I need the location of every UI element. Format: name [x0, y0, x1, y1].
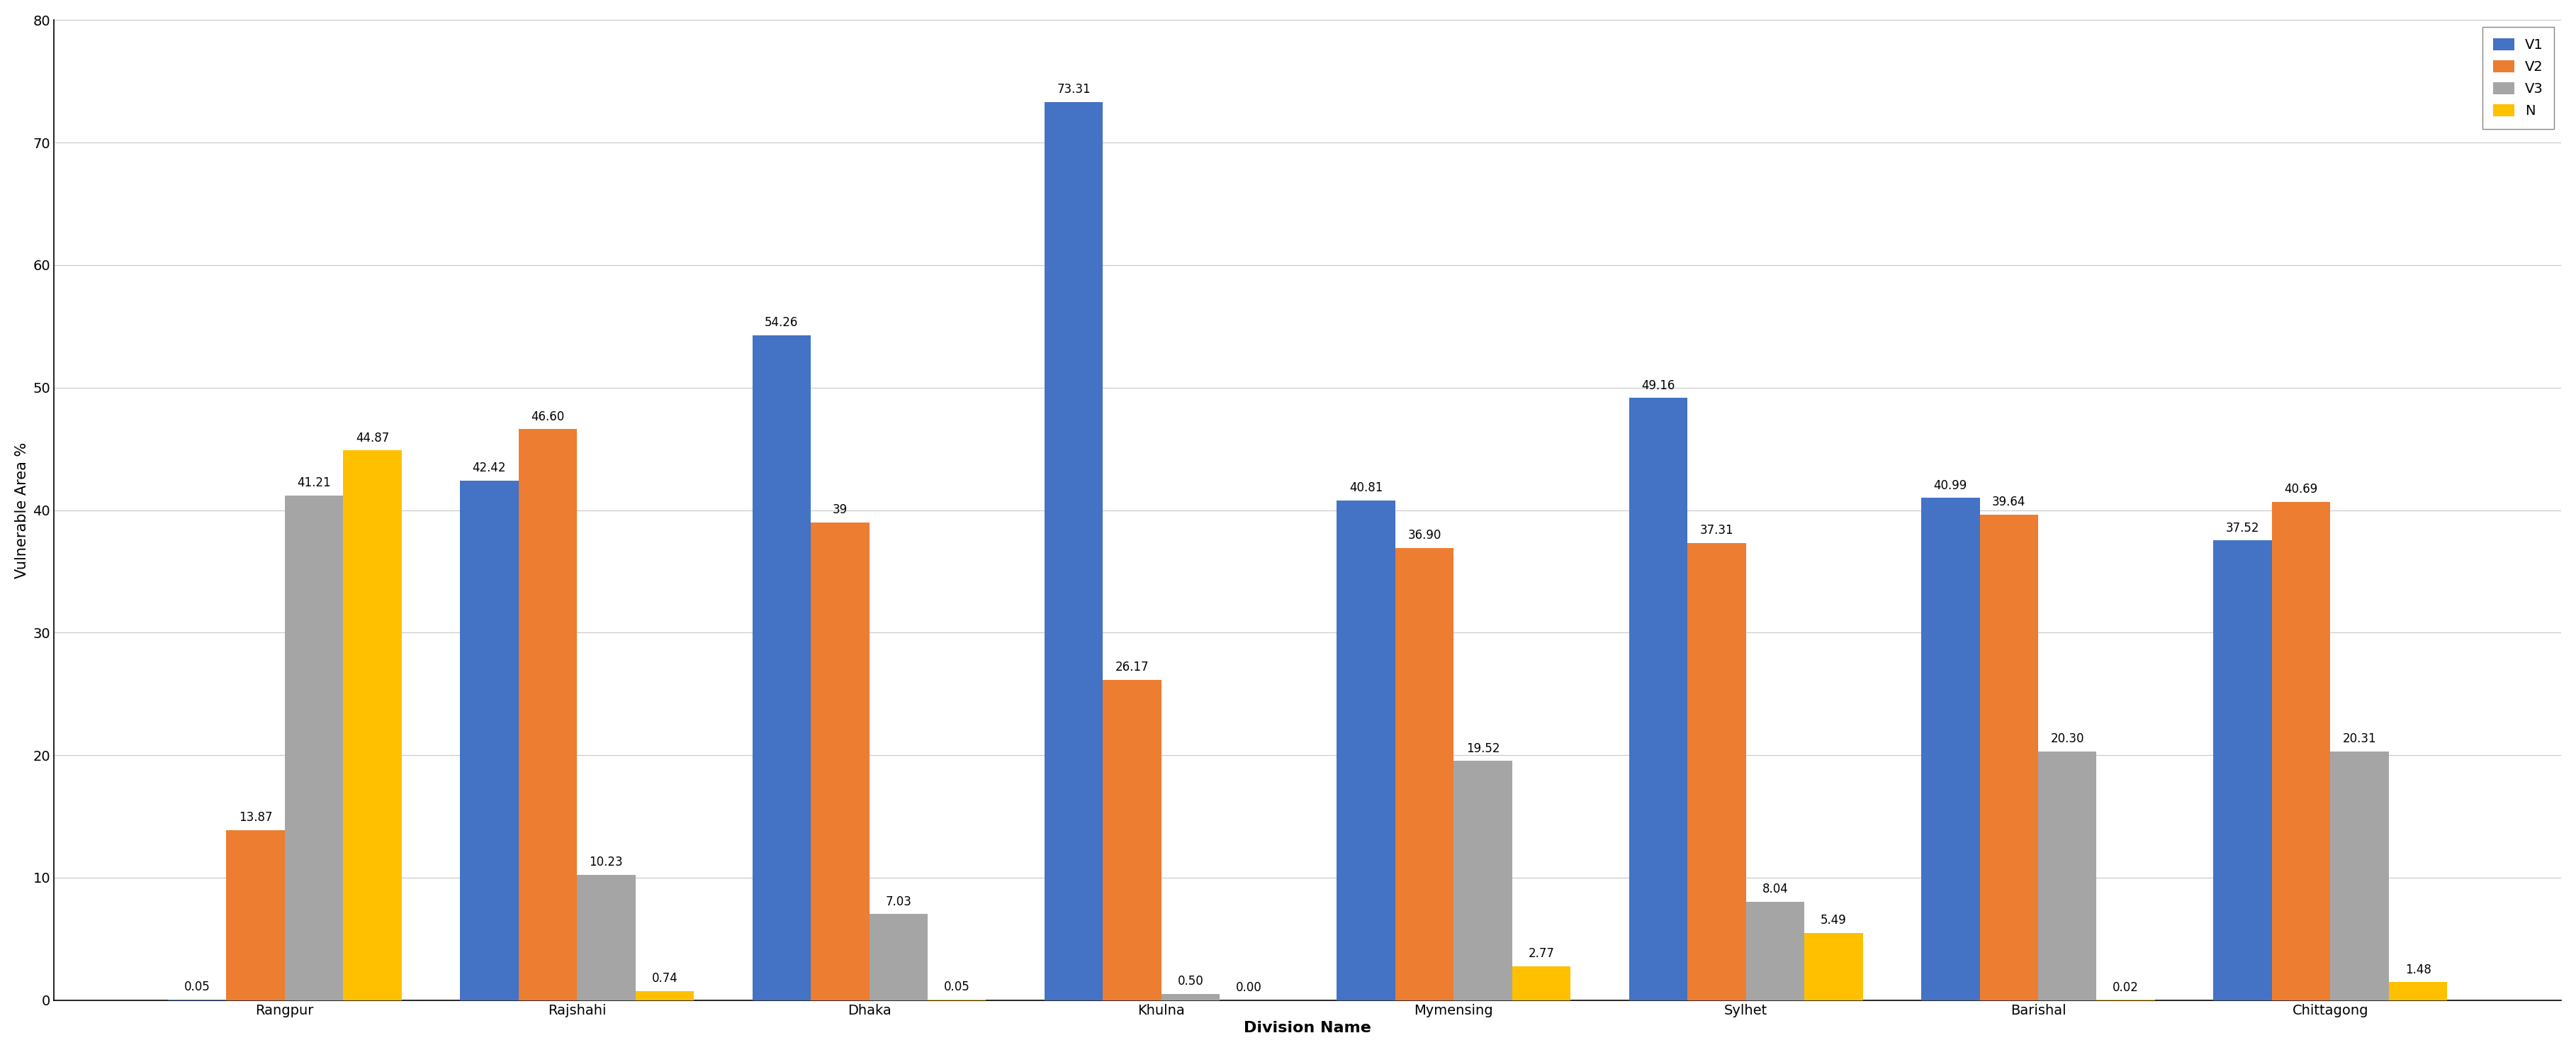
Bar: [1922, 498, 1981, 1001]
Bar: [286, 496, 343, 1001]
Text: 20.30: 20.30: [2050, 733, 2084, 745]
Text: 20.31: 20.31: [2342, 733, 2378, 745]
Text: 10.23: 10.23: [590, 856, 623, 868]
Bar: [2213, 541, 2272, 1001]
Text: 19.52: 19.52: [1466, 742, 1499, 755]
X-axis label: Division Name: Division Name: [1244, 1021, 1370, 1035]
Bar: [1453, 761, 1512, 1001]
Bar: [752, 335, 811, 1001]
Bar: [1043, 102, 1103, 1001]
Bar: [1103, 679, 1162, 1001]
Text: 0.74: 0.74: [652, 972, 677, 985]
Text: 37.31: 37.31: [1700, 524, 1734, 537]
Y-axis label: Vulnerable Area %: Vulnerable Area %: [15, 442, 28, 579]
Text: 39.64: 39.64: [1991, 496, 2025, 508]
Text: 36.90: 36.90: [1406, 529, 1440, 542]
Text: 0.05: 0.05: [183, 981, 211, 993]
Text: 2.77: 2.77: [1528, 947, 1553, 960]
Bar: [461, 481, 518, 1001]
Text: 37.52: 37.52: [2226, 522, 2259, 534]
Text: 40.69: 40.69: [2285, 483, 2318, 496]
Text: 0.02: 0.02: [2112, 981, 2138, 993]
Text: 8.04: 8.04: [1762, 883, 1788, 896]
Bar: [811, 523, 868, 1001]
Bar: [1337, 500, 1396, 1001]
Text: 40.99: 40.99: [1935, 479, 1968, 491]
Bar: [1687, 543, 1747, 1001]
Bar: [868, 915, 927, 1001]
Bar: [2388, 982, 2447, 1001]
Bar: [1803, 933, 1862, 1001]
Text: 0.00: 0.00: [1236, 982, 1262, 994]
Bar: [1628, 398, 1687, 1001]
Bar: [227, 831, 286, 1001]
Bar: [1981, 514, 2038, 1001]
Bar: [1512, 966, 1571, 1001]
Bar: [577, 875, 636, 1001]
Bar: [1747, 902, 1803, 1001]
Text: 44.87: 44.87: [355, 432, 389, 444]
Text: 13.87: 13.87: [240, 812, 273, 824]
Text: 42.42: 42.42: [471, 462, 505, 475]
Text: 0.05: 0.05: [943, 981, 971, 993]
Bar: [2038, 752, 2097, 1001]
Legend: V1, V2, V3, N: V1, V2, V3, N: [2483, 27, 2555, 129]
Text: 1.48: 1.48: [2406, 963, 2432, 975]
Text: 49.16: 49.16: [1641, 379, 1674, 392]
Text: 46.60: 46.60: [531, 411, 564, 423]
Bar: [518, 429, 577, 1001]
Bar: [343, 450, 402, 1001]
Text: 41.21: 41.21: [296, 477, 330, 489]
Text: 0.50: 0.50: [1177, 975, 1203, 988]
Bar: [1162, 994, 1221, 1001]
Text: 7.03: 7.03: [886, 896, 912, 908]
Text: 54.26: 54.26: [765, 316, 799, 330]
Text: 5.49: 5.49: [1821, 915, 1847, 927]
Bar: [2272, 502, 2331, 1001]
Text: 73.31: 73.31: [1056, 83, 1090, 96]
Bar: [2331, 752, 2388, 1001]
Text: 26.17: 26.17: [1115, 660, 1149, 673]
Bar: [636, 991, 693, 1001]
Text: 39: 39: [832, 504, 848, 517]
Bar: [1396, 548, 1453, 1001]
Text: 40.81: 40.81: [1350, 481, 1383, 495]
